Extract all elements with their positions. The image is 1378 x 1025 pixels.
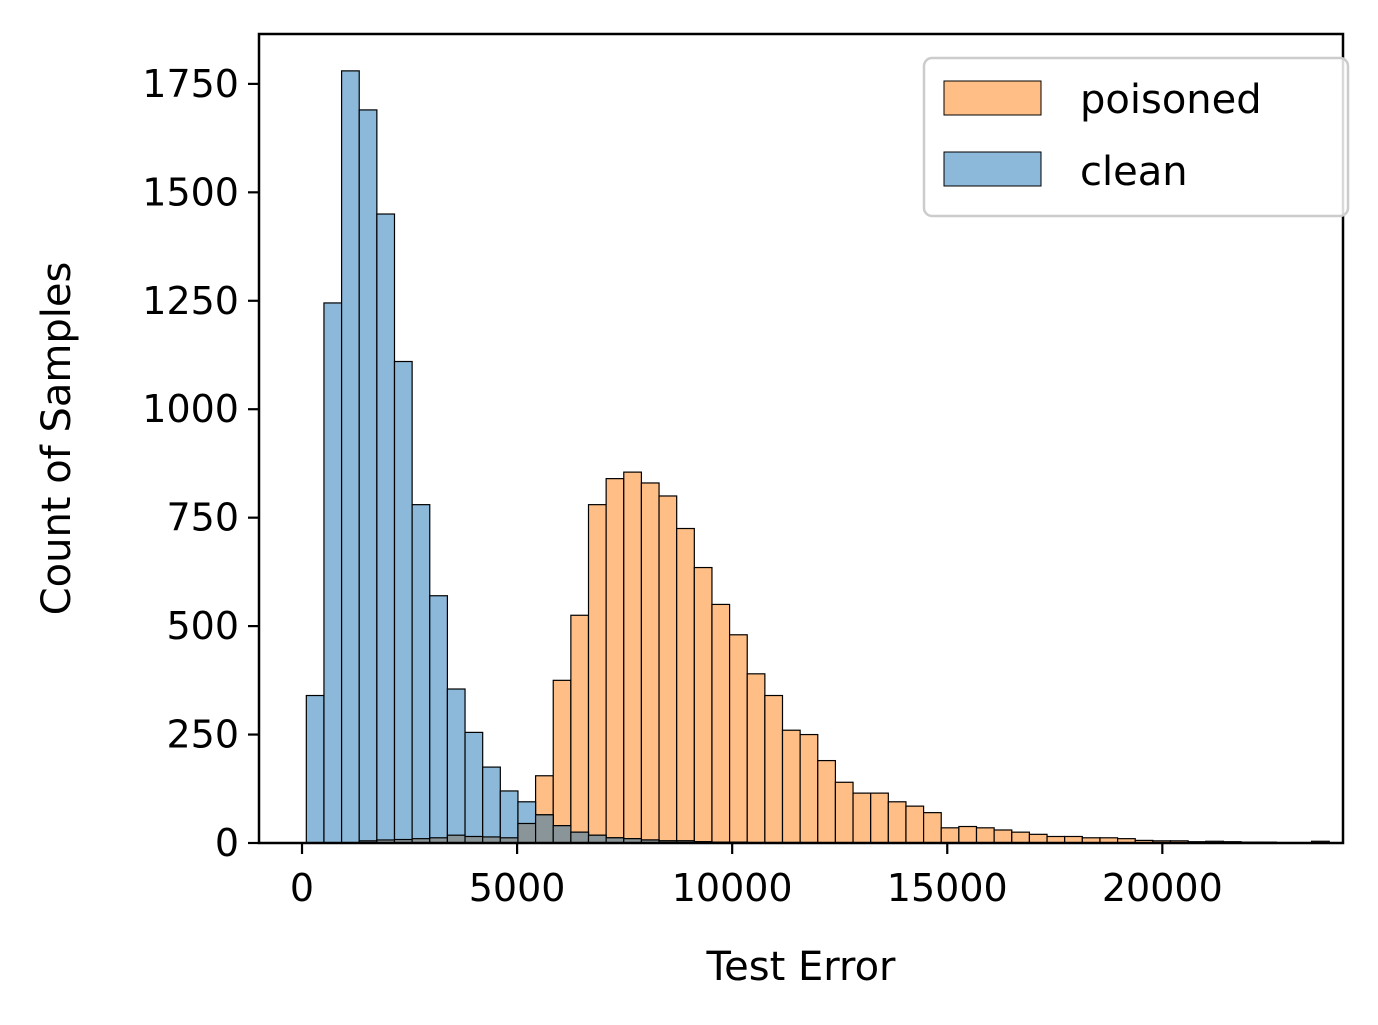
y-tick-label: 500 xyxy=(166,604,239,648)
poisoned-bar xyxy=(746,673,766,844)
poisoned-bar xyxy=(940,827,960,844)
poisoned-bar xyxy=(587,504,607,844)
poisoned-bar xyxy=(640,482,660,844)
poisoned-bar xyxy=(799,733,819,844)
clean-bar xyxy=(464,731,484,844)
overlap-bar xyxy=(517,822,537,844)
poisoned-bar xyxy=(993,829,1013,844)
poisoned-bar xyxy=(975,827,995,844)
y-tick-label: 1750 xyxy=(142,62,239,106)
x-tick-label: 5000 xyxy=(469,866,566,910)
poisoned-bar xyxy=(605,478,625,844)
clean-bar xyxy=(411,504,431,844)
y-tick-label: 0 xyxy=(215,821,239,865)
plot-frame xyxy=(257,32,1345,845)
y-tick-label: 750 xyxy=(166,496,239,540)
y-tick-label: 250 xyxy=(166,713,239,757)
clean-bar xyxy=(393,360,413,844)
poisoned-bar xyxy=(658,495,678,844)
poisoned-bar xyxy=(552,679,572,844)
poisoned-bar xyxy=(870,792,889,844)
poisoned-bar xyxy=(1028,833,1048,844)
x-tick-label: 0 xyxy=(290,866,314,910)
clean-bar xyxy=(429,595,449,844)
poisoned-bar xyxy=(1011,831,1031,844)
clean-bar xyxy=(305,694,325,844)
poisoned-bar xyxy=(570,614,590,844)
clean-bar xyxy=(323,302,343,844)
clean-bar xyxy=(482,766,501,844)
clean-bar xyxy=(446,688,466,844)
x-axis-label: Test Error xyxy=(706,944,897,990)
legend-label-poisoned: poisoned xyxy=(1080,77,1262,123)
x-tick-label: 10000 xyxy=(672,866,793,910)
clean-bar xyxy=(358,109,378,844)
poisoned-bar xyxy=(693,566,713,844)
legend: poisoned clean xyxy=(922,56,1350,218)
clean-bar xyxy=(340,70,360,844)
poisoned-bar xyxy=(922,812,942,844)
poisoned-bar xyxy=(711,603,731,844)
legend-swatch-poisoned xyxy=(943,80,1042,116)
y-tick-label: 1250 xyxy=(142,279,239,323)
x-tick-label: 20000 xyxy=(1102,866,1223,910)
poisoned-bar xyxy=(817,759,837,844)
poisoned-bar xyxy=(887,801,907,844)
poisoned-series xyxy=(358,471,1330,844)
clean-bar xyxy=(499,790,519,844)
poisoned-bar xyxy=(958,825,978,844)
clean-bar xyxy=(376,213,396,844)
poisoned-bar xyxy=(834,781,854,844)
overlap-bar xyxy=(534,814,554,844)
poisoned-bar xyxy=(764,694,784,844)
poisoned-bar xyxy=(905,805,925,844)
poisoned-bar xyxy=(623,471,643,844)
y-axis-ticks: 0 250 500 750 1000 1250 1500 1750 xyxy=(142,62,259,865)
legend-label-clean: clean xyxy=(1080,149,1188,195)
y-axis-label: Count of Samples xyxy=(34,262,80,616)
overlap-bar xyxy=(552,825,572,844)
poisoned-bar xyxy=(676,527,695,844)
poisoned-bar xyxy=(852,792,872,844)
x-axis-ticks: 0 5000 10000 15000 20000 xyxy=(290,843,1223,910)
poisoned-bar xyxy=(781,729,801,844)
x-tick-label: 15000 xyxy=(887,866,1008,910)
y-tick-label: 1500 xyxy=(142,170,239,214)
overlap-bar xyxy=(570,831,590,844)
legend-swatch-clean xyxy=(943,151,1042,187)
poisoned-bar xyxy=(728,634,748,844)
y-tick-label: 1000 xyxy=(142,387,239,431)
